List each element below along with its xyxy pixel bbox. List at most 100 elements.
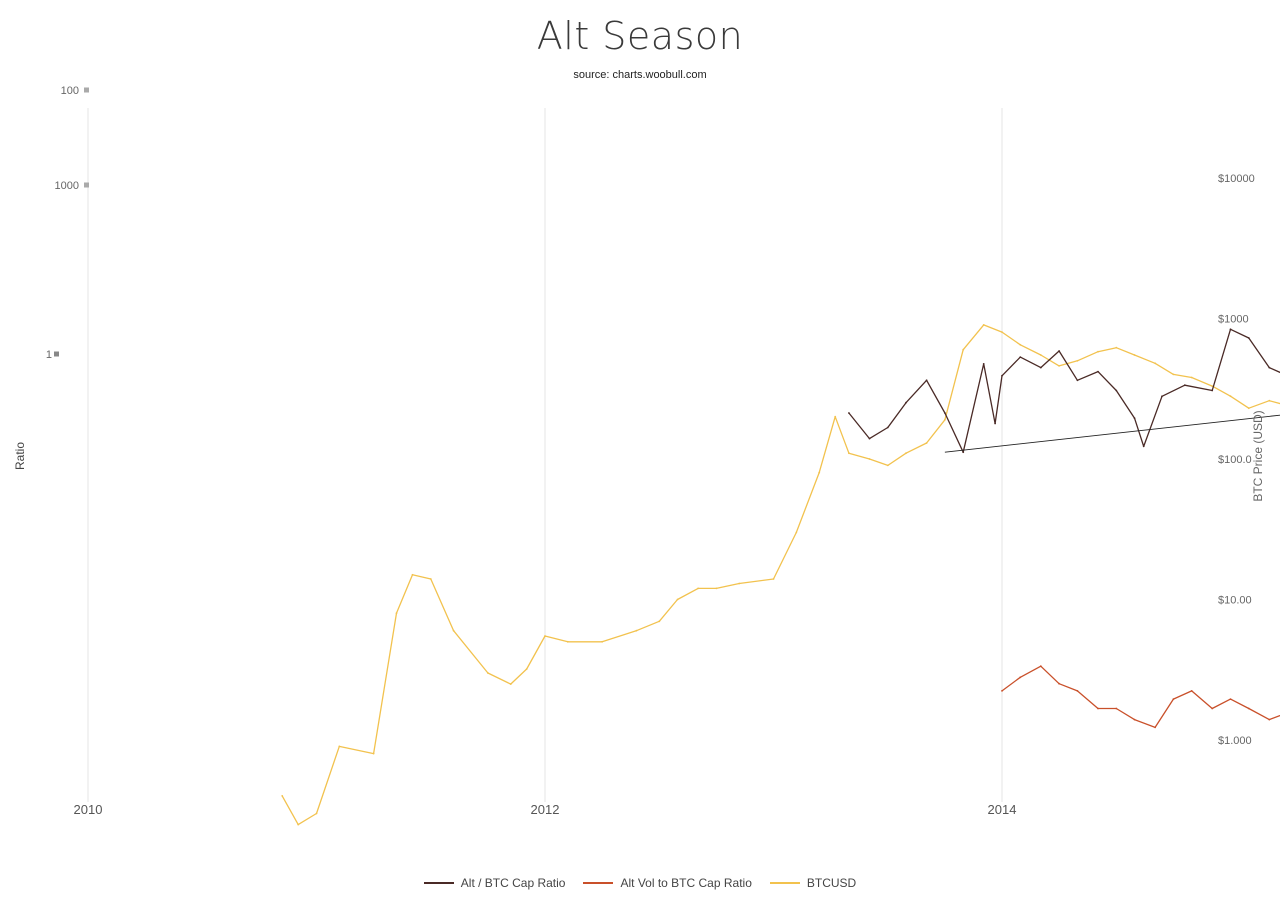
legend-swatch-1 — [583, 882, 614, 884]
x-tick-label-2: 2014 — [988, 802, 1017, 817]
series-1-point-5 — [1097, 707, 1099, 710]
series-0-point-9 — [1001, 374, 1003, 377]
series-2-point-17 — [676, 598, 679, 601]
series-1-point-10 — [1190, 690, 1193, 692]
series-2-point-4 — [372, 752, 375, 755]
series-0-point-23 — [1268, 366, 1271, 369]
series-0-point-12 — [1058, 350, 1060, 352]
series-2-point-2 — [315, 812, 318, 815]
series-line-1 — [1001, 665, 1280, 729]
x-tick-label-0: 2010 — [74, 802, 103, 817]
series-2-point-24 — [834, 415, 837, 418]
series-2-point-16 — [658, 620, 661, 623]
series-2-point-11 — [525, 668, 528, 670]
series-1-point-7 — [1133, 718, 1136, 721]
series-1-point-4 — [1076, 690, 1079, 692]
series-2-point-3 — [338, 745, 341, 748]
left-axis-label: Ratio — [13, 442, 27, 470]
series-1-point-0 — [1001, 690, 1003, 692]
series-2-point-35 — [1039, 354, 1042, 356]
series-0-point-3 — [905, 401, 907, 404]
series-0-point-10 — [1019, 356, 1022, 358]
left-tick-label-1: 100 — [61, 85, 79, 97]
series-2-point-28 — [905, 452, 907, 455]
series-0-point-7 — [982, 363, 985, 365]
series-1-point-3 — [1058, 682, 1060, 685]
left-tick-mark-1 — [84, 87, 89, 93]
series-2-point-43 — [1190, 376, 1193, 379]
series-0-point-19 — [1183, 384, 1186, 387]
series-0-point-1 — [868, 437, 871, 440]
legend-label-0: Alt / BTC Cap Ratio — [460, 876, 566, 890]
series-2-point-21 — [772, 578, 775, 580]
right-tick-label-4: $1.000 — [1218, 735, 1252, 747]
series-2-point-32 — [982, 324, 985, 326]
series-0-point-22 — [1247, 337, 1250, 339]
annotation-layer — [944, 414, 1280, 453]
series-2-point-27 — [886, 464, 889, 467]
series-2-point-18 — [697, 587, 699, 590]
series-2-point-31 — [962, 348, 965, 351]
series-2-point-8 — [452, 629, 455, 632]
series-2-point-7 — [429, 578, 432, 580]
right-axis-label: BTC Price (USD) — [1251, 410, 1265, 501]
series-2-point-10 — [509, 683, 512, 685]
series-1-point-13 — [1247, 707, 1250, 710]
series-1-point-1 — [1019, 676, 1022, 679]
series-2-point-47 — [1268, 399, 1271, 402]
series-0-point-16 — [1133, 417, 1136, 419]
legend-swatch-2 — [769, 882, 800, 884]
series-1-point-8 — [1154, 726, 1156, 729]
series-2-point-46 — [1247, 407, 1250, 410]
series-2-point-5 — [395, 612, 398, 614]
left-tick-label-0: 1000 — [55, 180, 79, 192]
legend-item-1[interactable]: Alt Vol to BTC Cap Ratio — [583, 876, 752, 890]
left-tick-label-2: 10 — [67, 0, 79, 2]
series-0-point-0 — [848, 412, 850, 414]
chart-title: Alt Season — [536, 14, 744, 58]
series-2-point-38 — [1097, 350, 1099, 353]
series-2-point-30 — [944, 418, 946, 421]
series-2-point-13 — [566, 640, 569, 643]
series-0-point-8 — [994, 422, 996, 425]
right-tick-label-1: $1000 — [1218, 314, 1249, 326]
series-2-point-9 — [487, 672, 489, 674]
trend-line — [944, 414, 1280, 453]
legend-item-0[interactable]: Alt / BTC Cap Ratio — [423, 876, 566, 890]
series-2-point-34 — [1019, 343, 1022, 346]
series-2-point-42 — [1172, 373, 1175, 376]
series-2-point-26 — [868, 458, 871, 460]
series-line-2 — [281, 324, 1280, 826]
series-2-point-44 — [1211, 385, 1214, 387]
series-2-point-14 — [601, 640, 603, 643]
legend-label-2: BTCUSD — [806, 876, 857, 890]
left-axis-ticks: 10001001010.10.010.0011 — [46, 0, 89, 361]
series-0-point-2 — [886, 426, 889, 429]
series-0-point-6 — [962, 451, 965, 454]
grid-lines — [87, 108, 1003, 802]
series-2-point-45 — [1229, 395, 1232, 398]
x-tick-label-1: 2012 — [531, 802, 560, 817]
series-0-point-13 — [1076, 379, 1079, 382]
series-2-point-41 — [1154, 362, 1156, 365]
legend-swatch-0 — [423, 882, 454, 884]
series-2-point-37 — [1076, 359, 1079, 362]
right-tick-label-2: $100.0 — [1218, 454, 1252, 466]
x-axis-ticks: 20102012201420162018 — [74, 802, 1017, 817]
chart-subtitle: source: charts.woobull.com — [573, 69, 707, 81]
series-0-point-18 — [1161, 395, 1163, 398]
series-1-point-14 — [1268, 718, 1271, 721]
series-2-point-39 — [1115, 346, 1118, 349]
series-2-point-0 — [281, 795, 284, 797]
series-0-point-21 — [1229, 328, 1232, 331]
series-2-point-15 — [635, 629, 638, 632]
series-0-point-17 — [1142, 445, 1145, 448]
legend-item-2[interactable]: BTCUSD — [769, 876, 857, 890]
series-2-point-25 — [848, 452, 850, 455]
series-1-point-11 — [1211, 707, 1214, 710]
secondary-axis-marker: 1 — [46, 349, 52, 361]
series-0-point-11 — [1039, 366, 1042, 369]
series-2-point-33 — [1001, 331, 1003, 333]
right-tick-label-0: $10000 — [1218, 173, 1255, 185]
